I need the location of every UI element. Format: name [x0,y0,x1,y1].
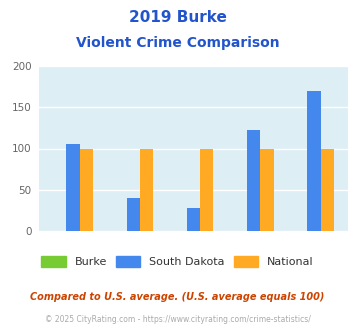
Text: 2019 Burke: 2019 Burke [129,10,226,25]
Bar [307,91,321,231]
Text: © 2025 CityRating.com - https://www.cityrating.com/crime-statistics/: © 2025 CityRating.com - https://www.city… [45,315,310,324]
Bar [80,148,93,231]
Bar [321,148,334,231]
Bar [140,148,153,231]
Bar [187,208,200,231]
Text: Violent Crime Comparison: Violent Crime Comparison [76,36,279,50]
Bar [260,148,274,231]
Text: Compared to U.S. average. (U.S. average equals 100): Compared to U.S. average. (U.S. average … [30,292,325,302]
Bar [127,198,140,231]
Legend: Burke, South Dakota, National: Burke, South Dakota, National [37,251,318,271]
Bar [200,148,213,231]
Bar [66,145,80,231]
Bar [247,130,260,231]
